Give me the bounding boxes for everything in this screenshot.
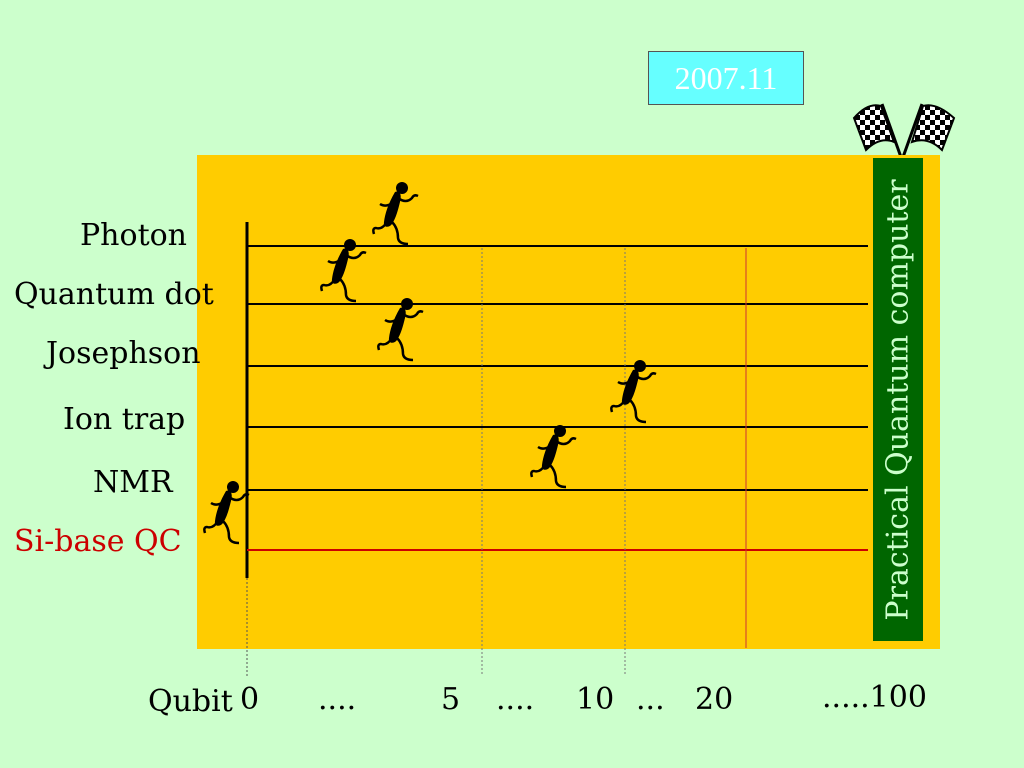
axis-tick-5: 5 (441, 682, 461, 717)
lane-label-photon: Photon (80, 218, 188, 253)
race-track (197, 155, 940, 649)
axis-tick-dots: .... (318, 682, 357, 717)
axis-tick-dots: .... (496, 682, 535, 717)
lane-label-ion-trap: Ion trap (63, 402, 186, 437)
axis-tick-20: 20 (695, 682, 734, 717)
runner-icon (320, 239, 368, 303)
runner-icon (377, 298, 425, 362)
axis-tick-100: .....100 (822, 680, 927, 715)
lane-label-nmr: NMR (93, 465, 173, 500)
runner-icon (530, 425, 578, 489)
lane-label-josephson: Josephson (46, 336, 201, 371)
runner-icon (372, 182, 420, 246)
lane-label-si-base: Si-base QC (14, 524, 182, 559)
date-label: 2007.11 (648, 51, 804, 105)
checkered-flags-icon (852, 103, 956, 161)
runner-icon (610, 360, 658, 424)
goal-label: Practical Quantum computer (880, 178, 916, 621)
axis-tick-dots: ... (636, 682, 665, 717)
runner-icon (203, 481, 251, 545)
axis-name: Qubit (148, 684, 233, 719)
lane-label-quantum-dot: Quantum dot (14, 277, 214, 312)
goal-bar: Practical Quantum computer (873, 158, 923, 641)
axis-tick-0: 0 (240, 682, 260, 717)
axis-tick-10: 10 (576, 682, 615, 717)
